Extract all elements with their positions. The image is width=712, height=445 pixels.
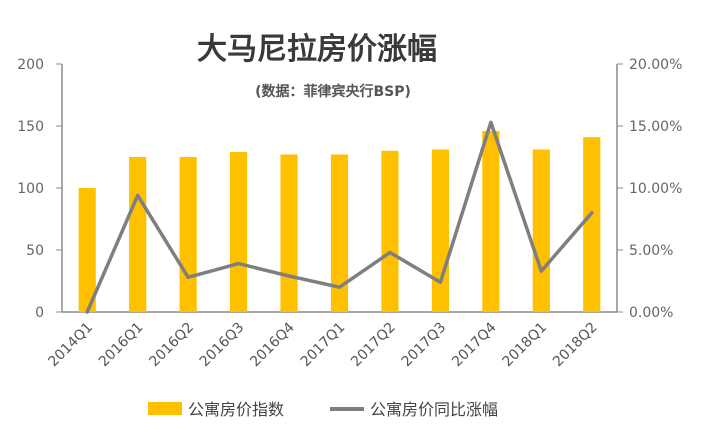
bar: [583, 137, 601, 312]
x-tick-label: 2016Q1: [96, 320, 147, 371]
x-tick-label: 2017Q2: [348, 320, 399, 371]
bar: [482, 130, 500, 312]
x-tick-label: 2016Q2: [146, 320, 197, 371]
x-tick-label: 2014Q1: [45, 320, 96, 371]
right-tick-label: 20.00%: [629, 57, 682, 73]
right-axis-ticks: 0.00% 5.00% 10.00% 15.00% 20.00%: [617, 57, 682, 321]
bar: [532, 149, 550, 312]
x-tick-label: 2017Q3: [399, 320, 450, 371]
bar: [330, 154, 349, 312]
x-tick-label: 2016Q3: [197, 320, 248, 371]
bar: [179, 157, 197, 312]
bar-series: [78, 130, 601, 312]
x-tick-label: 2017Q4: [449, 319, 500, 370]
legend: 公寓房价指数 公寓房价同比涨幅: [148, 400, 498, 419]
left-axis-ticks: 0 50 100 150 200: [17, 57, 62, 321]
bar: [280, 154, 298, 312]
left-tick-label: 150: [17, 119, 44, 135]
bar: [381, 150, 399, 312]
bar: [129, 157, 147, 312]
x-tick-label: 2018Q2: [550, 320, 601, 371]
left-tick-label: 0: [35, 305, 44, 321]
x-tick-label: 2016Q4: [247, 319, 298, 370]
right-tick-label: 5.00%: [629, 243, 673, 259]
bar: [78, 188, 96, 312]
x-tick-label: 2018Q1: [500, 320, 551, 371]
left-tick-label: 100: [17, 181, 44, 197]
legend-bar-swatch: [148, 402, 182, 415]
line-series: [85, 120, 594, 314]
x-tick-label: 2017Q1: [298, 320, 349, 371]
right-tick-label: 15.00%: [629, 119, 682, 135]
legend-bar-label: 公寓房价指数: [188, 400, 284, 419]
left-tick-label: 200: [17, 57, 44, 73]
right-tick-label: 0.00%: [629, 305, 673, 321]
x-axis-ticks: 2014Q1 2016Q1 2016Q2 2016Q3 2016Q4 2017Q1 2017…: [45, 319, 600, 370]
series-line: [85, 120, 594, 314]
chart-subtitle: (数据：菲律宾央行BSP): [255, 83, 411, 100]
bar: [230, 152, 248, 312]
left-tick-label: 50: [26, 243, 44, 259]
chart-title: 大马尼拉房价涨幅: [197, 32, 437, 67]
right-tick-label: 10.00%: [629, 181, 682, 197]
bar: [431, 149, 449, 312]
legend-line-label: 公寓房价同比涨幅: [370, 400, 498, 419]
